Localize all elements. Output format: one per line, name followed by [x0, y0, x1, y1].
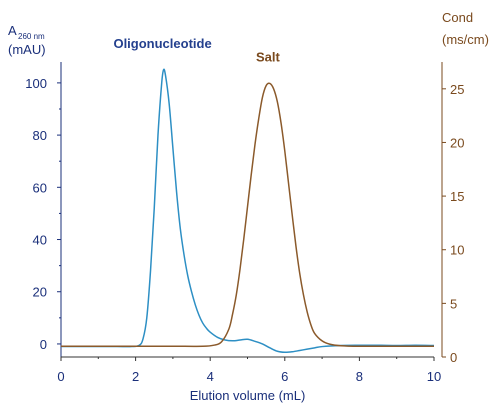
- left-tick-label: 100: [25, 76, 47, 91]
- right-tick-label: 5: [450, 296, 457, 311]
- left-tick-label: 40: [33, 233, 47, 248]
- right-tick-label: 25: [450, 82, 464, 97]
- right-tick-label: 15: [450, 189, 464, 204]
- x-axis-ticks: 0 2 4 6 8 10: [57, 357, 441, 384]
- right-axis-unit: (ms/cm): [442, 32, 489, 47]
- x-tick-label: 6: [281, 369, 288, 384]
- series-layer: [61, 68, 435, 354]
- right-tick-label: 0: [450, 350, 457, 365]
- right-tick-label: 10: [450, 243, 464, 258]
- x-tick-label: 10: [427, 369, 441, 384]
- x-tick-label: 2: [132, 369, 139, 384]
- salt-label: Salt: [256, 49, 281, 64]
- left-axis-label: A: [8, 23, 17, 38]
- series-labels: Oligonucleotide Salt: [113, 36, 280, 65]
- left-axis-unit: (mAU): [8, 42, 46, 57]
- left-tick-label: 80: [33, 128, 47, 143]
- left-tick-label: 60: [33, 180, 47, 195]
- right-axis-label: Cond: [442, 10, 473, 25]
- x-tick-label: 0: [57, 369, 64, 384]
- x-tick-label: 8: [356, 369, 363, 384]
- right-axis-ticks: 0 5 10 15 20 25: [442, 82, 464, 365]
- x-axis-title: Elution volume (mL): [190, 388, 306, 403]
- left-axis-title: A 260 nm (mAU): [8, 23, 46, 57]
- salt-line: [61, 82, 434, 348]
- x-tick-label: 4: [207, 369, 214, 384]
- left-axis-ticks: 0 20 40 60 80 100: [25, 76, 61, 352]
- right-tick-label: 20: [450, 135, 464, 150]
- right-axis-title: Cond (ms/cm): [442, 10, 489, 47]
- left-tick-label: 20: [33, 285, 47, 300]
- left-axis-label-subscript: 260 nm: [18, 32, 45, 41]
- oligonucleotide-label: Oligonucleotide: [113, 36, 211, 51]
- oligonucleotide-line: [61, 68, 435, 354]
- left-tick-label: 0: [40, 337, 47, 352]
